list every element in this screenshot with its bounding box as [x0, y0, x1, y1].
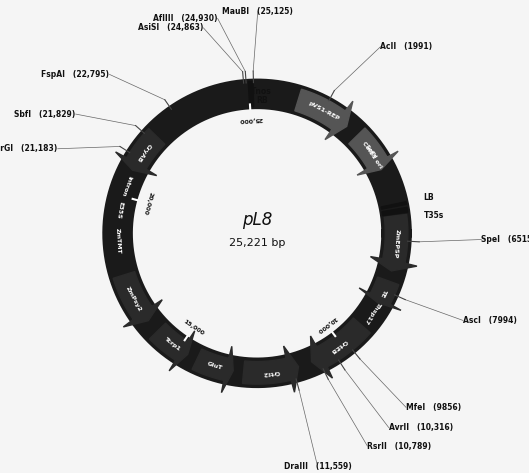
Polygon shape	[113, 272, 162, 327]
Polygon shape	[359, 277, 401, 310]
Text: FspAI   (22,795): FspAI (22,795)	[41, 70, 110, 79]
Polygon shape	[311, 318, 370, 378]
Text: MauBI   (25,125): MauBI (25,125)	[222, 7, 293, 16]
Text: pVS1-REP: pVS1-REP	[307, 100, 340, 121]
Text: CrtEB: CrtEB	[329, 339, 348, 354]
Text: Tcrp1: Tcrp1	[163, 336, 181, 351]
Text: T35s: T35s	[424, 211, 445, 220]
Text: Tnos: Tnos	[251, 87, 272, 96]
Text: ZmEPSP: ZmEPSP	[393, 229, 400, 258]
Text: SbfI   (21,829): SbfI (21,829)	[14, 110, 76, 119]
Polygon shape	[248, 81, 254, 107]
Text: AscI   (7994): AscI (7994)	[463, 316, 517, 325]
Polygon shape	[295, 89, 353, 140]
Text: RsrII   (10,789): RsrII (10,789)	[368, 442, 432, 451]
Text: AsiSI   (24,863): AsiSI (24,863)	[138, 23, 204, 32]
Polygon shape	[370, 214, 417, 271]
Text: AcII   (1991): AcII (1991)	[380, 42, 433, 51]
Text: GluT: GluT	[206, 361, 223, 371]
Text: ColE1 ori: ColE1 ori	[361, 140, 383, 169]
Text: ZmTMT: ZmTMT	[115, 228, 121, 254]
Polygon shape	[242, 346, 298, 392]
Polygon shape	[192, 346, 233, 393]
Text: CryAB: CryAB	[135, 142, 152, 163]
Text: AvrII   (10,316): AvrII (10,316)	[389, 423, 453, 432]
Polygon shape	[150, 323, 195, 371]
Polygon shape	[116, 129, 165, 175]
Polygon shape	[381, 201, 406, 209]
Text: pL8: pL8	[242, 211, 272, 229]
Text: E35S: E35S	[116, 201, 124, 219]
Text: ZmPsy2: ZmPsy2	[125, 286, 143, 313]
Text: RB: RB	[256, 96, 268, 105]
Text: AflIII   (24,930): AflIII (24,930)	[153, 14, 217, 23]
Text: LB: LB	[423, 193, 434, 202]
Text: 25,221 bp: 25,221 bp	[229, 237, 285, 247]
Text: SpeI   (6515): SpeI (6515)	[481, 235, 529, 244]
Text: 10,000: 10,000	[315, 315, 337, 333]
Text: 15,000: 15,000	[182, 319, 205, 336]
Text: MfeI   (9856): MfeI (9856)	[406, 403, 461, 412]
Text: 25,000: 25,000	[239, 116, 263, 123]
Polygon shape	[349, 128, 398, 175]
Text: CrtI2: CrtI2	[262, 369, 280, 376]
Text: TE: TE	[379, 287, 388, 297]
Text: SoDI: SoDI	[363, 144, 377, 160]
Text: 20,000: 20,000	[142, 191, 153, 215]
Polygon shape	[382, 207, 408, 216]
Text: Thsp17: Thsp17	[363, 300, 382, 324]
Text: Intron: Intron	[120, 175, 132, 197]
Text: DraIII   (11,559): DraIII (11,559)	[284, 462, 351, 471]
Text: BsrGI   (21,183): BsrGI (21,183)	[0, 144, 58, 153]
